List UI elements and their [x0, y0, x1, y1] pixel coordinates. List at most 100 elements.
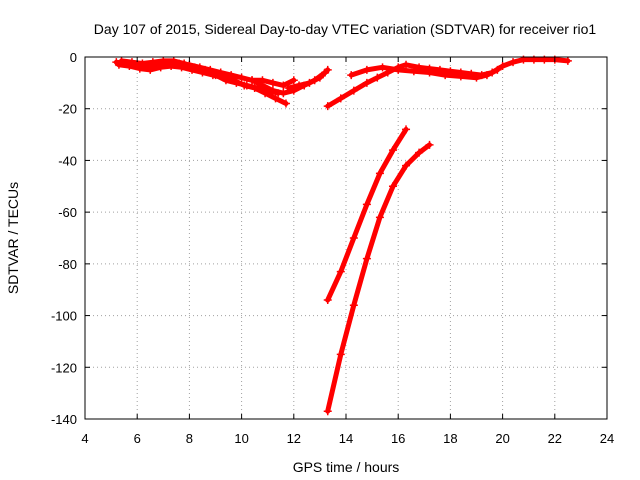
y-tick-label: -140: [51, 412, 77, 427]
series-4: [284, 65, 332, 93]
data-point: [279, 89, 288, 98]
data-point: [425, 140, 434, 149]
data-point: [349, 86, 358, 95]
data-point: [402, 60, 411, 69]
series-2: [117, 56, 283, 98]
data-point: [415, 148, 424, 157]
data-point: [493, 65, 502, 74]
y-tick-label: -40: [58, 153, 77, 168]
data-point: [563, 56, 572, 65]
data-point: [289, 76, 298, 85]
data-point: [373, 73, 382, 82]
data-point: [135, 64, 144, 73]
data-point: [242, 81, 251, 90]
x-tick-label: 6: [134, 431, 141, 446]
data-point: [190, 63, 199, 72]
y-axis: -140 -120 -100 -80 -60 -40 -20 0: [51, 50, 607, 427]
series-layer: [112, 55, 572, 416]
data-point: [221, 76, 230, 85]
data-point: [232, 78, 241, 87]
data-point: [349, 301, 358, 310]
data-point: [284, 84, 293, 93]
x-axis: 4 6 8 10 12 14 16 18 20 22 24: [81, 57, 614, 446]
x-tick-label: 16: [391, 431, 405, 446]
x-tick-label: 10: [234, 431, 248, 446]
x-tick-label: 22: [548, 431, 562, 446]
series-line: [325, 126, 409, 303]
data-point: [237, 73, 246, 82]
y-tick-label: -100: [51, 309, 77, 324]
data-point: [268, 78, 277, 87]
data-point: [281, 99, 290, 108]
data-point: [347, 71, 356, 80]
x-tick-label: 12: [287, 431, 301, 446]
series-8: [323, 140, 434, 416]
data-point: [271, 94, 280, 103]
data-point: [498, 62, 507, 71]
series-line: [119, 58, 281, 96]
data-point: [156, 63, 165, 72]
y-tick-label: 0: [70, 50, 77, 65]
data-point: [323, 407, 332, 416]
data-point: [378, 63, 387, 72]
data-point: [159, 56, 168, 65]
data-point: [305, 78, 314, 87]
data-point: [409, 67, 418, 76]
data-point: [127, 58, 136, 67]
x-tick-label: 24: [600, 431, 614, 446]
data-point: [248, 76, 257, 85]
data-point: [146, 65, 155, 74]
y-tick-label: -80: [58, 257, 77, 272]
data-point: [509, 58, 518, 67]
x-axis-label: GPS time / hours: [293, 459, 400, 475]
data-point: [388, 182, 397, 191]
data-point: [201, 65, 210, 74]
data-point: [117, 56, 126, 65]
data-point: [211, 71, 220, 80]
x-tick-label: 14: [339, 431, 353, 446]
data-point: [375, 169, 384, 178]
data-point: [336, 94, 345, 103]
data-point: [169, 56, 178, 65]
data-point: [323, 65, 332, 74]
data-point: [425, 68, 434, 77]
series-line: [325, 142, 432, 414]
grid-lines: [85, 57, 607, 419]
data-point: [295, 81, 304, 90]
data-point: [388, 146, 397, 155]
x-tick-label: 18: [443, 431, 457, 446]
y-tick-label: -20: [58, 102, 77, 117]
data-point: [323, 102, 332, 111]
x-tick-label: 4: [81, 431, 88, 446]
data-point: [148, 58, 157, 67]
y-tick-label: -60: [58, 205, 77, 220]
data-point: [362, 254, 371, 263]
x-tick-label: 20: [495, 431, 509, 446]
data-point: [441, 71, 450, 80]
series-7: [323, 125, 411, 305]
data-point: [472, 73, 481, 82]
data-point: [336, 350, 345, 359]
y-tick-label: -120: [51, 360, 77, 375]
data-point: [362, 65, 371, 74]
data-point: [362, 78, 371, 87]
series-5: [323, 55, 572, 111]
data-point: [258, 81, 267, 90]
data-point: [315, 73, 324, 82]
data-point: [323, 296, 332, 305]
data-point: [180, 59, 189, 68]
series-6: [347, 63, 502, 82]
y-axis-label: SDTVAR / TECUs: [5, 182, 21, 294]
data-point: [482, 71, 491, 80]
data-point: [336, 267, 345, 276]
data-point: [268, 86, 277, 95]
data-point: [456, 72, 465, 81]
data-point: [402, 161, 411, 170]
data-point: [138, 59, 147, 68]
x-tick-label: 8: [186, 431, 193, 446]
data-point: [394, 65, 403, 74]
data-point: [362, 200, 371, 209]
data-point: [402, 125, 411, 134]
chart-title: Day 107 of 2015, Sidereal Day-to-day VTE…: [94, 21, 597, 37]
